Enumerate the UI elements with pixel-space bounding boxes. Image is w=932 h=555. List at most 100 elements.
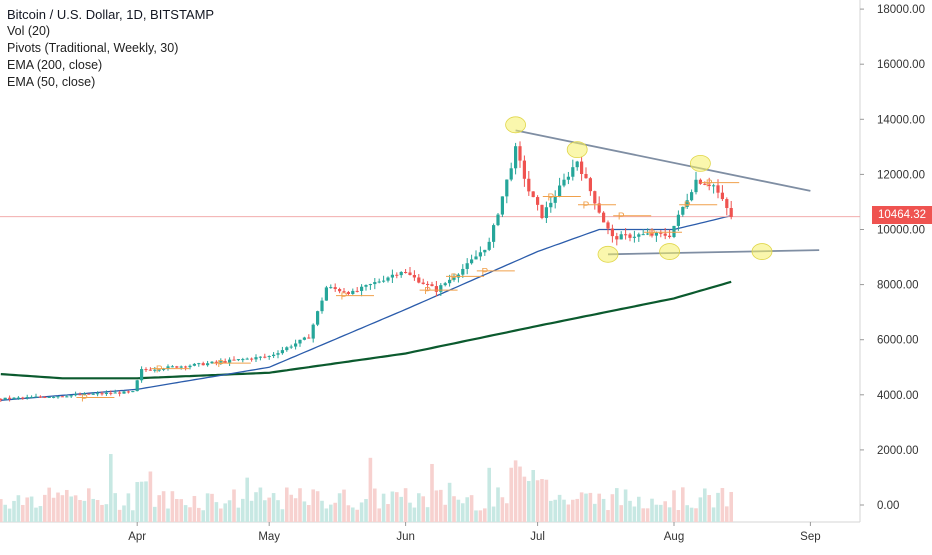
- candle-body: [408, 272, 412, 275]
- volume-bar: [56, 492, 60, 522]
- y-tick-label: 16000.00: [877, 59, 925, 71]
- volume-bar: [232, 489, 236, 522]
- candle-body: [610, 228, 614, 237]
- volume-bar: [672, 490, 676, 522]
- volume-bar: [540, 478, 544, 522]
- volume-bar: [518, 466, 522, 522]
- candle-body: [25, 397, 29, 399]
- volume-bar: [390, 491, 395, 522]
- candle-body: [663, 233, 667, 236]
- candle-body: [219, 361, 223, 363]
- volume-bar: [478, 510, 483, 522]
- candle-body: [509, 168, 513, 180]
- volume-bar: [430, 463, 434, 522]
- ema50-line: [0, 215, 732, 401]
- volume-bar: [78, 500, 82, 522]
- volume-bar: [421, 496, 425, 522]
- volume-bar: [139, 481, 144, 522]
- volume-bar: [628, 500, 632, 522]
- legend-ema200[interactable]: EMA (200, close): [7, 58, 103, 72]
- volume-bar: [566, 504, 571, 522]
- legend-volume[interactable]: Vol (20): [7, 24, 51, 38]
- volume-bar: [131, 510, 135, 522]
- volume-bar: [241, 498, 245, 522]
- volume-bar: [597, 493, 601, 522]
- volume-bar: [109, 454, 113, 522]
- volume-bar: [729, 491, 733, 522]
- candle-body: [412, 274, 416, 278]
- candle-body: [144, 369, 148, 371]
- candle-body: [698, 179, 702, 184]
- x-tick-label: Jun: [396, 531, 415, 543]
- volume-bar: [91, 498, 95, 522]
- volume-bar: [258, 487, 263, 522]
- highlight-marker: [659, 243, 680, 260]
- highlight-marker: [597, 245, 619, 263]
- candle-body: [470, 259, 474, 264]
- volume-bar: [491, 506, 496, 522]
- volume-bar: [311, 489, 315, 522]
- volume-bar: [21, 504, 25, 522]
- highlight-marker: [505, 116, 526, 134]
- volume-bar: [667, 507, 672, 522]
- legend-ema50[interactable]: EMA (50, close): [7, 75, 96, 89]
- candle-body: [254, 357, 258, 360]
- volume-bar: [87, 488, 91, 522]
- volume-bar: [280, 509, 285, 522]
- volume-bar: [711, 507, 716, 522]
- volume-bar: [153, 506, 157, 522]
- resistance-trendline[interactable]: [515, 129, 811, 192]
- candle-body: [289, 346, 293, 348]
- candle-body: [118, 392, 122, 394]
- candle-body: [549, 202, 553, 208]
- candle-body: [720, 192, 724, 200]
- candle-body: [351, 290, 355, 294]
- candle-body: [474, 256, 478, 260]
- candle-body: [197, 363, 201, 365]
- volume-bar: [223, 503, 227, 522]
- pivot-label: P: [81, 394, 88, 405]
- volume-bar: [12, 500, 16, 522]
- support-trendline[interactable]: [607, 249, 820, 256]
- volume-bar: [210, 493, 214, 522]
- candle-body: [34, 396, 38, 398]
- volume-bar: [408, 502, 412, 522]
- candle-body: [166, 366, 170, 369]
- volume-bar: [329, 504, 333, 522]
- volume-bar: [632, 506, 637, 522]
- volume-bar: [434, 490, 439, 522]
- candle-body: [175, 366, 179, 368]
- candle-body: [78, 394, 82, 396]
- candle-body: [342, 291, 346, 293]
- volume-bar: [593, 503, 597, 522]
- candle-body: [584, 173, 588, 179]
- x-tick-label: Aug: [664, 531, 684, 543]
- volume-bar: [549, 500, 553, 522]
- candle-body: [395, 274, 399, 276]
- candle-body: [228, 359, 232, 363]
- volume-bar: [73, 495, 78, 522]
- volume-bar: [351, 507, 355, 522]
- volume-bar: [16, 495, 21, 522]
- candle-body: [267, 356, 271, 358]
- volume-bar: [355, 509, 359, 522]
- candle-body: [170, 366, 174, 368]
- volume-bar: [663, 501, 667, 522]
- volume-bar: [694, 508, 698, 522]
- volume-bar: [615, 488, 619, 522]
- volume-bar: [175, 498, 179, 522]
- volume-bar: [227, 500, 232, 522]
- volume-bar: [337, 493, 342, 522]
- candle-body: [672, 225, 676, 237]
- volume-bar: [346, 505, 351, 522]
- volume-bar: [509, 467, 513, 522]
- legend-pivots[interactable]: Pivots (Traditional, Weekly, 30): [7, 41, 179, 55]
- candle-body: [404, 271, 408, 273]
- candle-body: [153, 369, 157, 371]
- volume-bar: [267, 497, 271, 522]
- chart-legend: Bitcoin / U.S. Dollar, 1D, BITSTAMP Vol …: [7, 6, 214, 91]
- volume-bar: [126, 493, 131, 522]
- volume-bar: [461, 503, 465, 522]
